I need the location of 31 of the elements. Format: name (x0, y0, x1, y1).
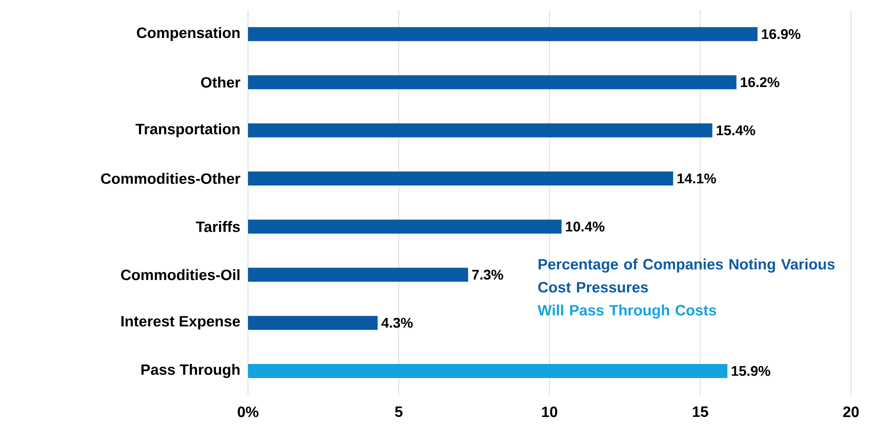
y-tick-label: Commodities-Oil (121, 269, 240, 280)
bar (248, 123, 712, 138)
data-label: 14.1% (678, 174, 716, 184)
x-tick-label: 5 (395, 406, 403, 417)
y-tick-label: Pass Through (141, 364, 240, 378)
data-label: 4.3% (381, 318, 413, 328)
bar (248, 268, 468, 282)
y-tick-label: Transportation (136, 123, 240, 138)
y-tick-label: Tariffs (196, 221, 240, 232)
bar (248, 220, 562, 234)
x-tick-label: 0% (238, 406, 258, 418)
bar (248, 364, 728, 378)
bar (248, 27, 758, 42)
x-tick-label: 20 (843, 406, 859, 418)
text: Will Pass Through Costs (538, 304, 716, 319)
series-label: Percentage of Companies Noting Various Cost Pressures (538, 258, 835, 293)
y-tick-label: Commodities-Other (101, 172, 240, 184)
data-label: 15.9% (732, 366, 770, 376)
bar (248, 316, 378, 330)
data-label: 10.4% (566, 222, 604, 232)
x-tick-label: 15 (692, 406, 708, 417)
data-label: 7.3% (472, 270, 504, 280)
y-tick-label: Other (201, 76, 240, 88)
data-label: 15.4% (716, 125, 756, 136)
data-label: 16.2% (740, 77, 780, 88)
bar (248, 171, 674, 186)
y-tick-label: Compensation (136, 27, 240, 42)
y-tick-label: Interest Expense (121, 316, 240, 330)
data-label: 16.9% (762, 29, 800, 40)
bar (248, 75, 736, 90)
x-tick-label: 10 (542, 406, 558, 418)
